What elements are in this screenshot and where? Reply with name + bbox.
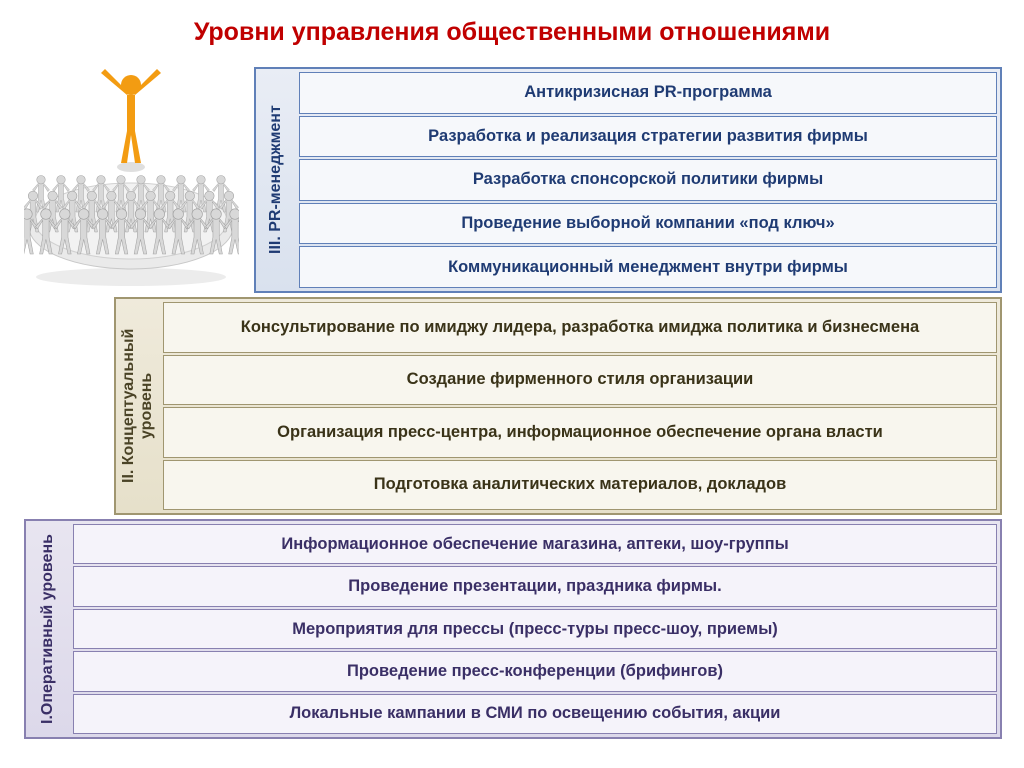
level-3-item: Антикризисная PR-программа	[299, 72, 997, 114]
level-1-label: I.Оперативный уровень	[26, 521, 70, 737]
level-2-items: Консультирование по имиджу лидера, разра…	[160, 299, 1000, 513]
level-1-item: Локальные кампании в СМИ по освещению со…	[73, 694, 997, 734]
level-1-item: Проведение пресс-конференции (брифингов)	[73, 651, 997, 691]
page-title: Уровни управления общественными отношени…	[24, 18, 1000, 47]
level-1-item: Информационное обеспечение магазина, апт…	[73, 524, 997, 564]
level-3-item: Разработка спонсорской политики фирмы	[299, 159, 997, 201]
level-3-item: Разработка и реализация стратегии развит…	[299, 116, 997, 158]
level-3-label: III. PR-менеджмент	[256, 69, 296, 291]
level-3-pr-management: III. PR-менеджмент Антикризисная PR-прог…	[254, 67, 1002, 293]
level-1-item: Проведение презентации, праздника фирмы.	[73, 566, 997, 606]
level-2-label: II. Концептуальный уровень	[116, 299, 160, 513]
levels-diagram: III. PR-менеджмент Антикризисная PR-прог…	[24, 67, 1004, 747]
level-2-conceptual: II. Концептуальный уровень Консультирова…	[114, 297, 1002, 515]
level-3-items: Антикризисная PR-программа Разработка и …	[296, 69, 1000, 291]
level-2-item: Подготовка аналитических материалов, док…	[163, 460, 997, 511]
level-2-item: Создание фирменного стиля организации	[163, 355, 997, 406]
level-3-item: Проведение выборной компании «под ключ»	[299, 203, 997, 245]
leader-crowd-illustration	[24, 67, 239, 287]
level-2-item: Организация пресс-центра, информационное…	[163, 407, 997, 458]
level-1-operational: I.Оперативный уровень Информационное обе…	[24, 519, 1002, 739]
level-3-item: Коммуникационный менеджмент внутри фирмы	[299, 246, 997, 288]
level-1-item: Мероприятия для прессы (пресс-туры пресс…	[73, 609, 997, 649]
level-2-item: Консультирование по имиджу лидера, разра…	[163, 302, 997, 353]
level-1-items: Информационное обеспечение магазина, апт…	[70, 521, 1000, 737]
